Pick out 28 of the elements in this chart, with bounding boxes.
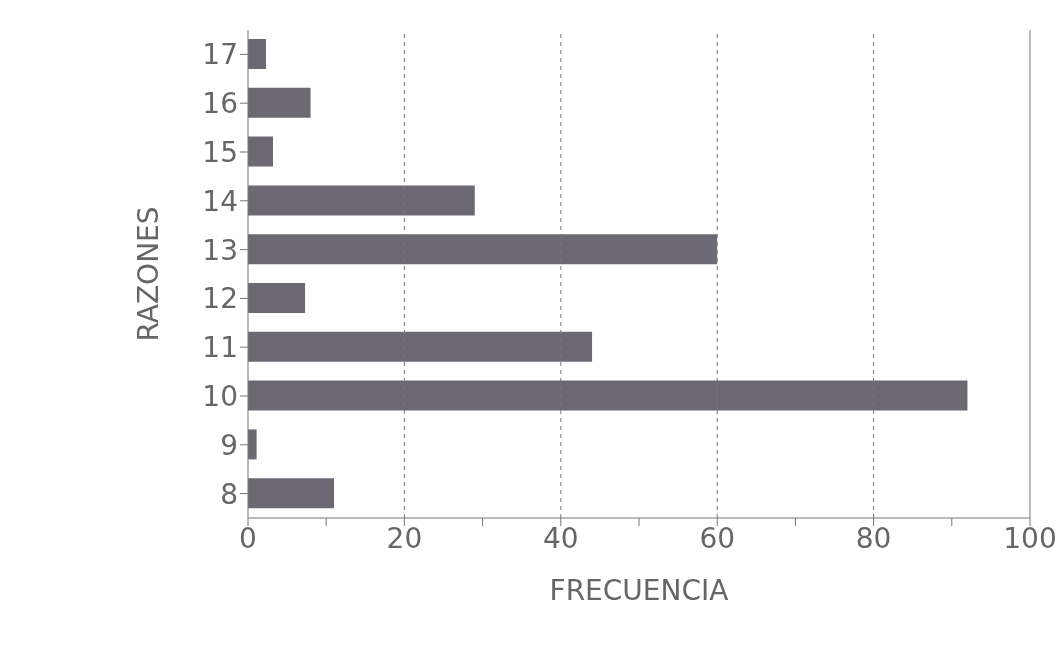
bar <box>248 234 718 265</box>
x-tick-label: 100 <box>1003 521 1057 555</box>
bar <box>248 380 968 411</box>
y-tick-label: 13 <box>202 233 238 267</box>
bar <box>248 87 311 118</box>
y-tick-label: 15 <box>202 135 238 169</box>
bar <box>248 39 266 69</box>
y-tick-label: 16 <box>202 87 238 121</box>
x-tick-label: 80 <box>855 521 892 555</box>
y-tick-label: 10 <box>202 379 238 413</box>
y-tick-label: 11 <box>202 331 238 365</box>
y-tick-label: 9 <box>220 428 238 462</box>
bar <box>248 478 335 509</box>
x-axis-title: FRECUENCIA <box>549 573 729 607</box>
x-tick-label: 60 <box>699 521 736 555</box>
bar <box>248 429 257 460</box>
y-tick-label: 14 <box>202 184 238 218</box>
bar <box>248 185 475 216</box>
x-tick-label: 20 <box>386 521 423 555</box>
y-tick-label: 8 <box>220 477 238 511</box>
y-axis-title: RAZONES <box>131 206 165 342</box>
y-tick-label: 17 <box>202 38 238 72</box>
x-tick-label: 40 <box>542 521 579 555</box>
bar <box>248 283 306 313</box>
bar <box>248 331 593 362</box>
y-tick-label: 12 <box>202 282 238 316</box>
bar <box>248 136 274 167</box>
x-tick-label: 0 <box>239 521 257 555</box>
